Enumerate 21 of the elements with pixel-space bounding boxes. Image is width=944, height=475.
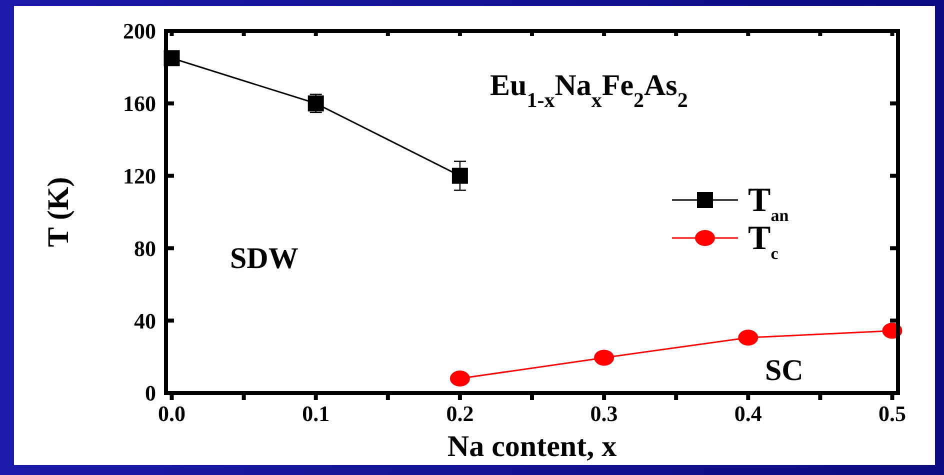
point bbox=[738, 330, 758, 346]
annotation: Eu$_{1-x}$Na$_{x}$Fe$_{2}$As$_{2}$ bbox=[490, 69, 688, 112]
x-tick-label: 0.5 bbox=[878, 401, 906, 426]
x-axis-title: Na content, x bbox=[447, 430, 617, 463]
point bbox=[452, 168, 468, 184]
y-tick-label: 40 bbox=[134, 308, 156, 334]
y-axis-title: T (K) bbox=[42, 176, 75, 248]
annotation: SDW bbox=[230, 242, 298, 275]
point bbox=[594, 350, 614, 366]
annotation: SC bbox=[765, 354, 804, 387]
y-tick-label: 120 bbox=[123, 164, 156, 188]
x-tick-label: 0.3 bbox=[590, 401, 618, 426]
y-tick-label: 160 bbox=[123, 91, 156, 116]
x-tick-label: 0.2 bbox=[446, 401, 474, 426]
point bbox=[450, 370, 470, 387]
y-tick-label: 0 bbox=[145, 380, 156, 406]
x-tick-label: 0.0 bbox=[158, 401, 186, 426]
x-tick-label: 0.4 bbox=[734, 401, 762, 426]
x-tick-label: 0.1 bbox=[302, 401, 330, 426]
y-tick-label: 80 bbox=[134, 236, 156, 261]
y-tick-label: 200 bbox=[123, 18, 156, 44]
